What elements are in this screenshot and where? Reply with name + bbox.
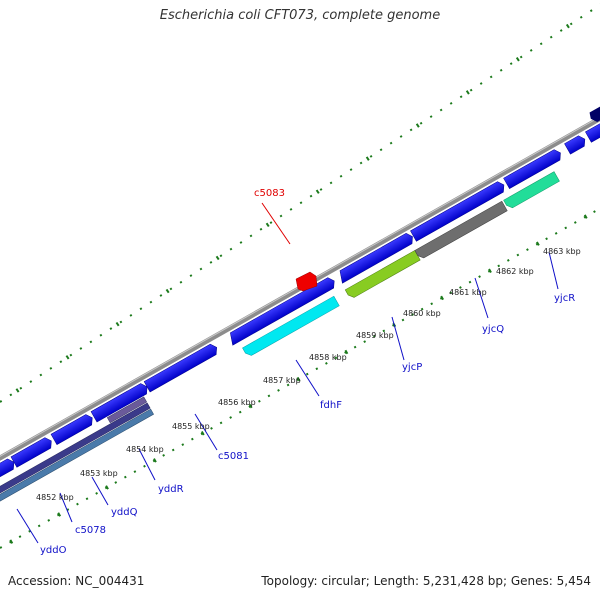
forward-gene-arrow[interactable]	[0, 457, 17, 491]
outer-tick-ring	[0, 0, 600, 403]
reverse-gene-fdhF[interactable]	[242, 295, 340, 357]
kbp-label: 4858 kbp	[309, 353, 347, 362]
gene-label-yjcQ[interactable]: yjcQ	[482, 324, 504, 335]
forward-gene-arrow[interactable]	[50, 413, 95, 446]
forward-gene-arrow[interactable]	[90, 382, 150, 423]
kbp-label: 4862 kbp	[496, 267, 534, 276]
gene-label-yjcP[interactable]: yjcP	[402, 362, 422, 373]
kbp-label: 4856 kbp	[218, 398, 256, 407]
forward-gene-arrow[interactable]	[143, 342, 220, 393]
red-leader-line	[261, 202, 291, 245]
gene-label-c5081[interactable]: c5081	[218, 451, 249, 462]
red-feature-c5083[interactable]	[295, 271, 318, 292]
genome-summary-text: Topology: circular; Length: 5,231,428 bp…	[261, 574, 591, 588]
kbp-label: 4859 kbp	[356, 331, 394, 340]
gene-label-yjcR[interactable]: yjcR	[554, 293, 575, 304]
gene-label-c5078[interactable]: c5078	[75, 525, 106, 536]
kbp-label: 4854 kbp	[126, 445, 164, 454]
gene-label-yddR[interactable]: yddR	[158, 484, 184, 495]
forward-gene-arrow[interactable]	[336, 231, 415, 284]
gene-label-yddQ[interactable]: yddQ	[111, 507, 138, 518]
kbp-label: 4857 kbp	[263, 376, 301, 385]
reverse-gene-yddQ[interactable]	[106, 396, 148, 424]
gene-label-fdhF[interactable]: fdhF	[320, 400, 342, 411]
kbp-label: 4861 kbp	[449, 288, 487, 297]
gene-label-yddO[interactable]: yddO	[40, 545, 67, 556]
map-title: Escherichia coli CFT073, complete genome	[159, 8, 441, 23]
inner-tick-ring	[0, 191, 600, 549]
forward-gene-arrow[interactable]	[410, 180, 506, 242]
accession-text: Accession: NC_004431	[8, 574, 145, 588]
forward-gene-arrow[interactable]	[503, 148, 564, 189]
forward-gene-arrow[interactable]	[585, 104, 600, 143]
reverse-gene-yjcQ[interactable]	[414, 200, 508, 260]
reverse-gene-dark[interactable]	[588, 92, 600, 124]
reverse-gene-c5078[interactable]	[0, 402, 151, 508]
gene-label-c5083[interactable]: c5083	[254, 188, 285, 199]
forward-gene-arrow[interactable]	[10, 436, 54, 468]
reverse-gene-yddO[interactable]	[0, 408, 154, 515]
kbp-label: 4863 kbp	[543, 247, 581, 256]
reverse-gene-yjcR[interactable]	[503, 171, 560, 210]
gene-leader-lines	[16, 251, 559, 544]
forward-gene-arrow[interactable]	[564, 134, 588, 155]
kbp-label: 4852 kbp	[36, 493, 74, 502]
kbp-label: 4855 kbp	[172, 422, 210, 431]
kbp-label: 4853 kbp	[80, 469, 118, 478]
kbp-label: 4860 kbp	[403, 309, 441, 318]
reverse-gene-yjcP[interactable]	[344, 250, 421, 299]
